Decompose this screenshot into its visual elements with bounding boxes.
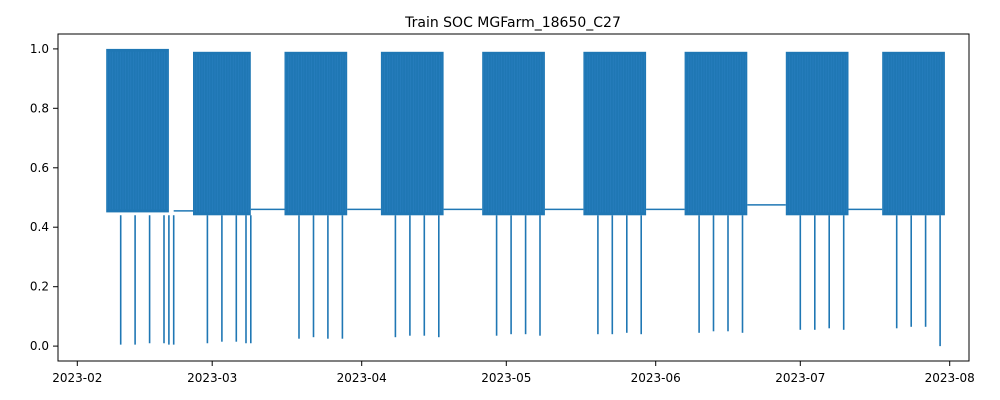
y-tick-label: 0.0 <box>30 339 49 353</box>
y-tick-label: 0.8 <box>30 101 49 115</box>
soc-cycle-block-2 <box>193 51 251 216</box>
soc-cycle-block-7 <box>684 51 748 216</box>
soc-cycle-block-1 <box>106 48 169 213</box>
x-tick-label: 2023-08 <box>925 371 975 385</box>
soc-cycle-block-9 <box>882 51 945 216</box>
x-tick-label: 2023-02 <box>52 371 102 385</box>
y-tick-label: 1.0 <box>30 42 49 56</box>
chart-title: Train SOC MGFarm_18650_C27 <box>404 15 621 31</box>
x-tick-label: 2023-05 <box>481 371 531 385</box>
x-tick-label: 2023-07 <box>775 371 825 385</box>
soc-cycle-block-3 <box>284 51 348 216</box>
plot-frame <box>57 33 970 362</box>
y-tick-label: 0.4 <box>30 220 49 234</box>
soc-cycle-block-5 <box>482 51 545 216</box>
soc-cycle-block-8 <box>785 51 849 216</box>
y-axis: 0.0 0.2 0.4 0.6 0.8 1.0 <box>30 42 58 353</box>
x-tick-label: 2023-04 <box>337 371 387 385</box>
x-tick-label: 2023-06 <box>631 371 681 385</box>
plot-area <box>106 48 945 347</box>
soc-cycle-block-4 <box>380 51 444 216</box>
x-tick-label: 2023-03 <box>187 371 237 385</box>
y-tick-label: 0.6 <box>30 161 49 175</box>
soc-cycle-block-6 <box>583 51 647 216</box>
y-tick-label: 0.2 <box>30 280 49 294</box>
x-axis: 2023-02 2023-03 2023-04 2023-05 2023-06 2023-… <box>52 361 975 385</box>
